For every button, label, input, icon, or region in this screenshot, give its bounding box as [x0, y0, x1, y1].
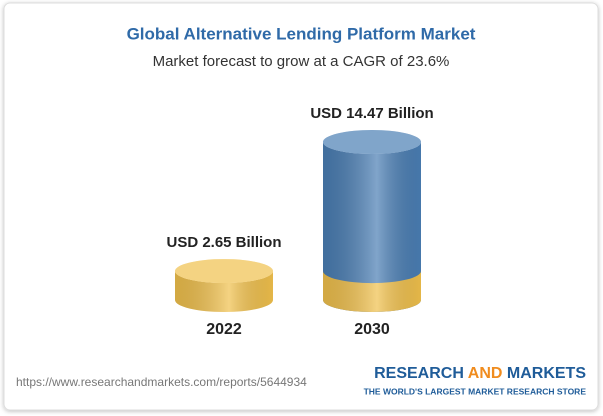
value-label: USD 14.47 Billion: [310, 105, 433, 122]
cylinder-top-highlight: [175, 259, 273, 284]
cylinder-top: [175, 259, 273, 284]
brand-part: MARKETS: [507, 365, 586, 382]
cylinder-top-highlight: [323, 130, 421, 154]
cylinder-shine: [323, 142, 421, 312]
x-tick-label: 2030: [354, 321, 390, 338]
chart-title: Global Alternative Lending Platform Mark…: [127, 24, 476, 43]
cylinder-top: [323, 130, 421, 154]
brand: RESEARCH AND MARKETS: [374, 365, 586, 382]
chart-subtitle: Market forecast to grow at a CAGR of 23.…: [153, 53, 450, 70]
frame: [3, 2, 599, 411]
tagline: THE WORLD'S LARGEST MARKET RESEARCH STOR…: [364, 386, 587, 396]
source-url: https://www.researchandmarkets.com/repor…: [16, 375, 307, 389]
value-label: USD 2.65 Billion: [166, 234, 281, 251]
brand-part: RESEARCH: [374, 365, 464, 382]
cylinder-shine: [175, 271, 273, 312]
x-tick-label: 2022: [206, 321, 242, 338]
brand-part: AND: [468, 365, 503, 382]
